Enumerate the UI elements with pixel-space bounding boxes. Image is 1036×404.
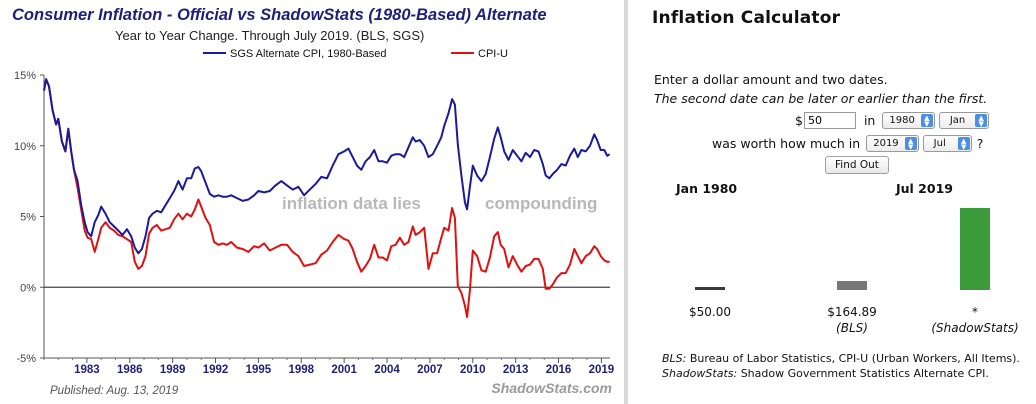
sgs-amount-bar (960, 208, 990, 290)
select-arrows-icon: ▲ ▼ (975, 114, 988, 127)
legend-label-cpiu: CPI-U (478, 48, 508, 60)
amount-row: $ in 1980 ▲▼ Jan ▲▼ (795, 112, 990, 129)
start-amount-label: $50.00 (689, 305, 731, 319)
sgs-amount-value: * (ShadowStats) (925, 305, 1025, 335)
end-year-value: 2019 (873, 138, 899, 149)
select-arrows-icon: ▲ ▼ (904, 137, 917, 150)
select-arrows-icon: ▲ ▼ (920, 114, 933, 127)
sgs-amount-label: * (972, 305, 978, 319)
inflation-chart-panel: Consumer Inflation - Official vs ShadowS… (12, 6, 615, 397)
start-year-value: 1980 (889, 115, 915, 126)
target-row: was worth how much in 2019 ▲ ▼ Jul ▲ ▼ ? (712, 135, 983, 152)
sgs-note-text: Shadow Government Statistics Alternate C… (737, 367, 989, 380)
bls-note: BLS: Bureau of Labor Statistics, CPI-U (… (662, 351, 1022, 366)
x-tick-label: 1989 (160, 364, 186, 376)
x-tick-label: 2004 (374, 364, 400, 376)
bls-source-label: (BLS) (836, 321, 868, 335)
legend-label-sgs: SGS Alternate CPI, 1980-Based (230, 48, 387, 60)
start-amount-bar (695, 287, 725, 290)
x-tick-label: 2013 (503, 364, 529, 376)
calculator-intro-note: The second date can be later or earlier … (654, 91, 988, 106)
start-year-select[interactable]: 1980 ▲ ▼ (882, 112, 935, 129)
bls-note-key: BLS: (662, 352, 687, 365)
x-tick-label: 2001 (331, 364, 357, 376)
bls-amount-value: $164.89 (BLS) (802, 305, 902, 335)
worth-label: was worth how much in (712, 136, 861, 151)
sgs-source-label: (ShadowStats) (931, 321, 1019, 335)
end-month-value: Jul (933, 138, 946, 149)
series-line-sgs (43, 78, 611, 255)
select-arrows-icon: ▲ ▼ (957, 137, 970, 150)
sgs-note: ShadowStats: Shadow Government Statistic… (662, 366, 1022, 381)
x-tick-label: 1983 (74, 364, 100, 376)
amount-input[interactable] (803, 112, 856, 129)
calculator-title: Inflation Calculator (652, 8, 841, 28)
x-tick-label: 1986 (117, 364, 143, 376)
start-amount-value: $50.00 (660, 305, 760, 319)
in-label: in (863, 113, 876, 128)
x-tick-label: 2019 (589, 364, 615, 376)
y-tick-label: 10% (14, 141, 36, 153)
published-date: Published: Aug. 13, 2019 (50, 385, 179, 397)
source-watermark: ShadowStats.com (491, 380, 612, 396)
bls-note-text: Bureau of Labor Statistics, CPI-U (Urban… (686, 352, 1020, 365)
dollar-sign: $ (795, 113, 803, 128)
start-month-value: Jan (949, 115, 966, 126)
chart-subtitle: Year to Year Change. Through July 2019. … (115, 28, 424, 43)
calculator-intro: Enter a dollar amount and two dates. (654, 72, 888, 87)
end-year-select[interactable]: 2019 ▲ ▼ (866, 135, 919, 152)
x-tick-label: 2016 (546, 364, 572, 376)
series-line-cpiu (43, 78, 610, 318)
y-tick-label: 5% (20, 212, 36, 224)
x-tick-label: 2010 (460, 364, 486, 376)
bls-amount-label: $164.89 (827, 305, 877, 319)
calculator-notes: BLS: Bureau of Labor Statistics, CPI-U (… (662, 351, 1022, 381)
annotation-inflation-data-lies: inflation data lies (282, 194, 421, 213)
x-tick-label: 1998 (288, 364, 314, 376)
end-month-select[interactable]: Jul ▲ ▼ (922, 135, 972, 152)
x-tick-label: 2007 (417, 364, 443, 376)
chart-title: Consumer Inflation - Official vs ShadowS… (12, 6, 547, 24)
inflation-chart: Consumer Inflation - Official vs ShadowS… (12, 6, 615, 397)
question-mark: ? (976, 136, 984, 151)
x-tick-label: 1995 (246, 364, 272, 376)
find-out-button[interactable]: Find Out (825, 156, 889, 174)
y-tick-label: -5% (16, 353, 36, 365)
inflation-calculator: Inflation Calculator Enter a dollar amou… (632, 0, 1036, 404)
sgs-note-key: ShadowStats: (662, 367, 738, 380)
y-tick-label: 0% (20, 282, 36, 294)
start-date-header: Jan 1980 (676, 181, 738, 196)
panel-divider (624, 0, 628, 404)
start-month-select[interactable]: Jan ▲ ▼ (938, 112, 990, 129)
bls-amount-bar (837, 280, 867, 290)
x-tick-label: 1992 (203, 364, 229, 376)
annotation-compounding: compounding (485, 194, 597, 213)
y-tick-label: 15% (14, 70, 36, 82)
end-date-header: Jul 2019 (896, 181, 953, 196)
